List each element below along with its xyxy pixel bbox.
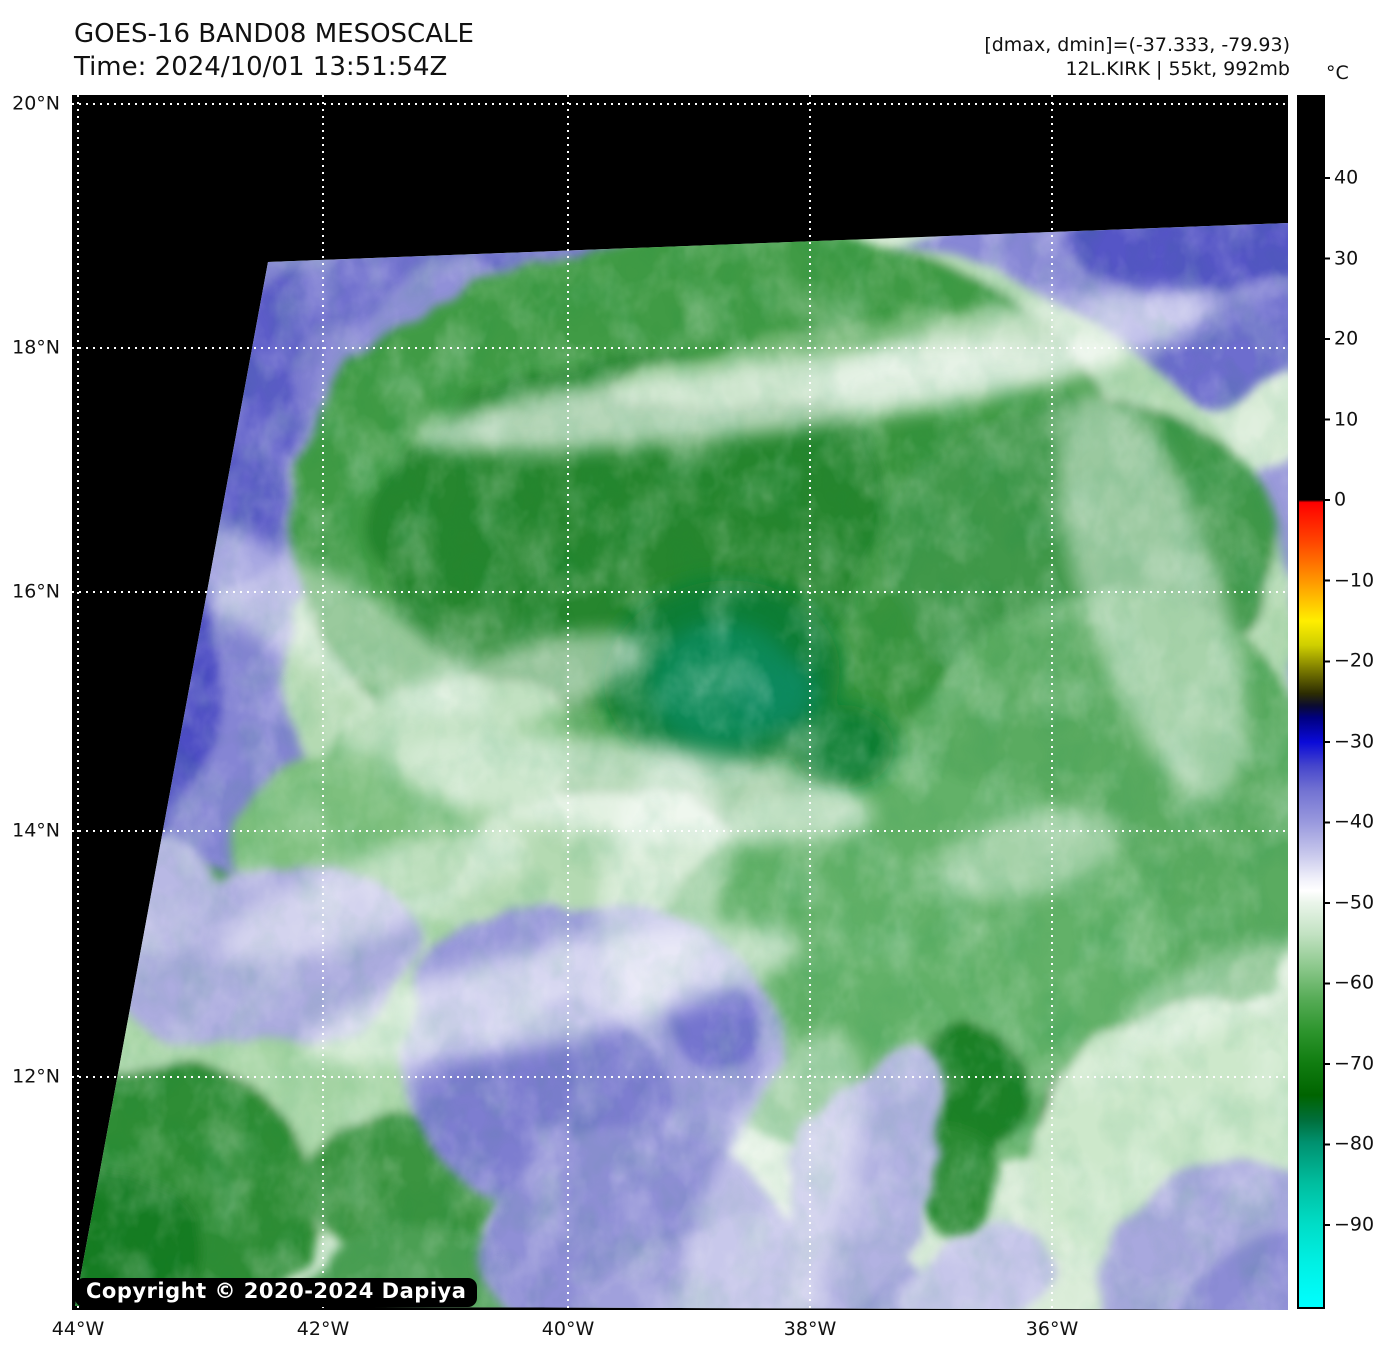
lat-tick-label: 12°N	[12, 1065, 60, 1088]
colorbar-tick-label: 0	[1334, 488, 1347, 511]
lat-tick-label: 16°N	[12, 580, 60, 603]
lat-tick-label: 14°N	[12, 819, 60, 842]
lon-tick-label: 40°W	[541, 1318, 595, 1340]
lat-tick-label: 18°N	[12, 336, 60, 359]
colorbar-tick-label: −30	[1334, 730, 1375, 753]
colorbar-tick-label: −20	[1334, 649, 1375, 672]
time-line: Time: 2024/10/01 13:51:54Z	[74, 52, 448, 82]
colorbar-tick-label: −60	[1334, 971, 1375, 994]
temperature-colorbar	[1297, 95, 1325, 1309]
colorbar-tick-label: −50	[1334, 891, 1375, 914]
satellite-data-region	[75, 223, 1288, 1310]
colorbar-tick-label: −40	[1334, 810, 1375, 833]
storm-info: 12L.KIRK | 55kt, 992mb	[1065, 58, 1290, 80]
colorbar-tick-label: −10	[1334, 569, 1375, 592]
colorbar-tick-label: 40	[1334, 166, 1359, 189]
dmax-dmin-readout: [dmax, dmin]=(-37.333, -79.93)	[984, 34, 1290, 56]
plot-title: GOES-16 BAND08 MESOSCALE Time: 2024/10/01…	[74, 18, 474, 84]
lat-tick-label: 20°N	[12, 92, 60, 115]
colorbar-tick-label: −90	[1334, 1213, 1375, 1236]
copyright-watermark: Copyright © 2020-2024 Dapiya	[75, 1278, 478, 1307]
colorbar-tick-label: 10	[1334, 408, 1359, 431]
colorbar-tick-label: −70	[1334, 1052, 1375, 1075]
lon-tick-label: 44°W	[51, 1318, 105, 1340]
lon-tick-label: 42°W	[296, 1318, 350, 1340]
satellite-scene	[72, 95, 1288, 1310]
colorbar-tick-label: −80	[1334, 1132, 1375, 1155]
header-right: [dmax, dmin]=(-37.333, -79.93) 12L.KIRK …	[984, 33, 1290, 81]
colorbar-tick-label: 20	[1334, 327, 1359, 350]
lon-tick-label: 36°W	[1025, 1318, 1079, 1340]
lon-tick-label: 38°W	[783, 1318, 837, 1340]
colorbar-tickmarks	[1325, 95, 1330, 1259]
colorbar-unit-label: °C	[1326, 62, 1349, 84]
map-plot-area: Copyright © 2020-2024 Dapiya	[72, 95, 1288, 1310]
title-line: GOES-16 BAND08 MESOSCALE	[74, 19, 474, 49]
colorbar-tick-label: 30	[1334, 247, 1359, 270]
